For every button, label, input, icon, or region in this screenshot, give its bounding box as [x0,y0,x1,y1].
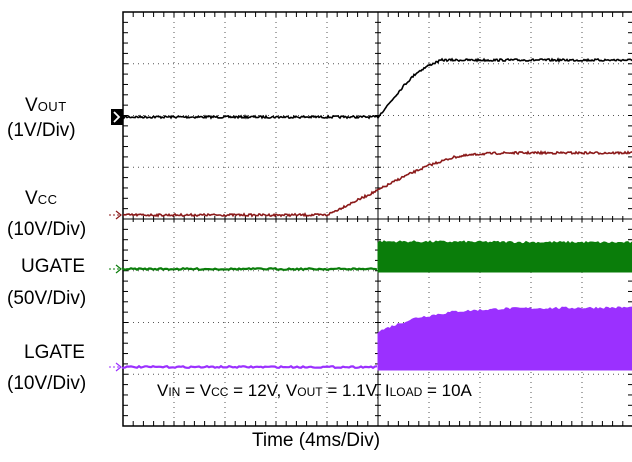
channel-markers [109,109,123,372]
vout-marker-arrow [113,111,121,123]
ugate-scale: (50V/Div) [7,288,87,309]
vout-trace [122,57,632,120]
ugate-baseline [121,266,378,272]
vcc-marker-arrow [115,210,122,220]
traces [121,57,632,371]
lgate-scale: (10V/Div) [7,373,87,394]
lgate-baseline [121,364,378,370]
vout-label: VOUT [25,95,67,116]
vcc-trace [122,150,632,218]
vcc-scale: (10V/Div) [7,219,87,240]
x-axis-label: Time (4ms/Div) [251,430,381,451]
vout-marker [111,109,123,125]
ugate-label: UGATE [21,256,86,277]
test-conditions: VIN = VCC = 12V, VOUT = 1.1V, ILOAD = 10… [157,381,472,400]
ugate-marker-arrow [115,264,122,274]
vout-scale: (1V/Div) [7,120,76,141]
lgate-switching-fill [377,306,632,371]
lgate-marker-arrow [115,362,122,372]
lgate-label: LGATE [24,342,85,363]
ugate-switching-fill [377,240,632,273]
vcc-label: VCC [25,188,58,209]
